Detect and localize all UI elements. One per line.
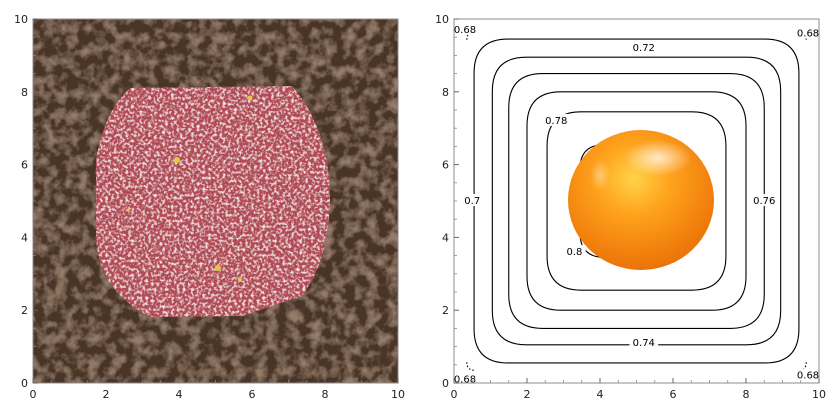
right-y-tick-label: 10 — [435, 13, 449, 26]
right-x-tick-label: 6 — [670, 388, 677, 401]
contour-label-bg — [629, 41, 659, 54]
left-image-panel: 0 2 4 6 8 10 0 2 4 6 8 10 — [14, 13, 405, 401]
contour-label-bg — [793, 26, 823, 39]
contour-label-bg — [793, 368, 823, 381]
contour-line-0-74 — [508, 73, 765, 329]
salami-slice — [96, 86, 330, 317]
contour-label-bg — [749, 194, 779, 206]
left-x-tick-label: 10 — [391, 388, 405, 401]
right-contour-panel: 0.68 0.68 0.68 0.68 0.72 0.78 0.7 0.76 0.8 0.74 0… — [435, 13, 826, 401]
right-axis-ticks: 0 2 4 6 8 10 0 2 4 6 8 10 — [435, 13, 826, 401]
contour-label: 0.72 — [633, 43, 655, 54]
left-x-tick-label: 8 — [322, 388, 329, 401]
left-y-tick-label: 8 — [21, 86, 28, 99]
left-y-tick-label: 6 — [21, 159, 28, 172]
left-x-tick-label: 6 — [249, 388, 256, 401]
contour-label: 0.68 — [797, 371, 819, 382]
right-y-tick-label: 8 — [442, 86, 449, 99]
contour-label-bg — [541, 113, 571, 126]
right-x-tick-label: 0 — [451, 388, 458, 401]
contour-label: 0.68 — [454, 374, 476, 385]
contour-label: 0.76 — [753, 196, 775, 207]
right-y-tick-label: 4 — [442, 231, 449, 244]
right-y-tick-label: 2 — [442, 304, 449, 317]
left-x-tick-label: 4 — [176, 388, 183, 401]
left-y-tick-label: 4 — [21, 231, 28, 244]
left-x-tick-label: 0 — [30, 388, 37, 401]
contour-label: 0.74 — [633, 338, 655, 349]
contour-label-bg — [460, 194, 484, 206]
right-x-tick-label: 10 — [812, 388, 826, 401]
corner-contour-arc — [466, 362, 475, 371]
right-x-tick-label: 8 — [743, 388, 750, 401]
right-x-tick-label: 4 — [597, 388, 604, 401]
contour-label-bg — [629, 335, 659, 348]
contour-label: 0.68 — [454, 25, 476, 36]
contour-label: 0.78 — [545, 116, 567, 127]
left-axis-ticks: 0 2 4 6 8 10 0 2 4 6 8 10 — [14, 13, 405, 401]
right-x-tick-label: 2 — [524, 388, 531, 401]
contour-label: 0.8 — [566, 247, 582, 258]
contour-label-bg — [563, 244, 586, 257]
left-y-tick-label: 0 — [21, 377, 28, 390]
contour-line-0-78 — [546, 111, 727, 291]
left-y-tick-label: 10 — [14, 13, 28, 26]
contour-line-0-72 — [491, 56, 782, 346]
egg-yolk — [568, 130, 714, 270]
contour-label-bg — [450, 22, 480, 35]
contour-label: 0.7 — [464, 196, 480, 207]
right-y-tick-label: 6 — [442, 159, 449, 172]
right-y-tick-label: 0 — [442, 377, 449, 390]
contour-line-0-76 — [526, 91, 747, 311]
contour-labels: 0.68 0.68 0.68 0.68 0.72 0.78 0.7 0.76 0.8 0.74 — [450, 22, 823, 385]
contour-line-0-7 — [473, 38, 800, 364]
left-y-tick-label: 2 — [21, 304, 28, 317]
left-x-tick-label: 2 — [103, 388, 110, 401]
contour-label: 0.68 — [797, 29, 819, 40]
